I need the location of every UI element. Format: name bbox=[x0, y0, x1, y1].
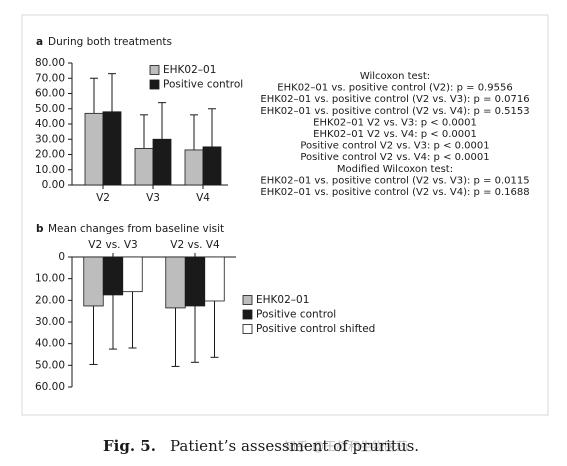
legend-swatch bbox=[149, 65, 160, 75]
x-tick-label: V2 vs. V4 bbox=[170, 239, 220, 251]
x-tick-label: V2 vs. V3 bbox=[88, 239, 137, 251]
y-tick-label: 10.00 bbox=[35, 273, 65, 285]
legend-swatch bbox=[242, 324, 253, 334]
y-tick-label: 50.00 bbox=[35, 103, 65, 115]
y-tick-label: 30.00 bbox=[35, 133, 65, 145]
bar bbox=[102, 256, 124, 296]
bar bbox=[184, 149, 204, 186]
y-tick-label: 20.00 bbox=[35, 149, 65, 161]
legend-swatch bbox=[149, 79, 160, 90]
y-tick-label: 60.00 bbox=[35, 88, 65, 100]
y-tick-label: 70.00 bbox=[35, 72, 65, 84]
panel-label: a bbox=[36, 36, 43, 48]
legend-label: EHK02–01 bbox=[256, 294, 309, 306]
y-tick-label: 0 bbox=[58, 251, 65, 263]
annotation: EHK02–01 vs. positive control (V2): p = … bbox=[277, 83, 512, 94]
x-tick-label: V4 bbox=[196, 192, 210, 204]
legend-label: Positive control shifted bbox=[256, 323, 375, 335]
y-tick-label: 80.00 bbox=[35, 57, 65, 69]
legend-label: Positive control bbox=[256, 309, 336, 321]
annotation: EHK02–01 V2 vs. V4: p < 0.0001 bbox=[313, 129, 477, 140]
y-tick-label: 60.00 bbox=[35, 381, 65, 393]
watermark: 知乎 @王叔和生物医药 bbox=[284, 440, 408, 454]
annotation: EHK02–01 vs. positive control (V2 vs. V4… bbox=[260, 106, 529, 117]
caption-label: Fig. 5. bbox=[103, 437, 156, 455]
annotation: EHK02–01 vs. positive control (V2 vs. V3… bbox=[260, 94, 529, 105]
legend-swatch bbox=[242, 295, 253, 305]
annotation: EHK02–01 V2 vs. V3: p < 0.0001 bbox=[313, 117, 477, 128]
panel-frame bbox=[21, 14, 549, 416]
annotation: Wilcoxon test: bbox=[360, 71, 430, 82]
bar bbox=[152, 138, 172, 186]
chart-title: Mean changes from baseline visit bbox=[48, 223, 224, 235]
y-tick-label: 30.00 bbox=[35, 316, 65, 328]
legend-label: EHK02–01 bbox=[163, 64, 216, 76]
legend-label: Positive control bbox=[163, 79, 243, 91]
bar bbox=[202, 146, 222, 186]
y-tick-label: 40.00 bbox=[35, 118, 65, 130]
bar bbox=[184, 256, 206, 307]
y-tick-label: 50.00 bbox=[35, 359, 65, 371]
y-tick-label: 10.00 bbox=[35, 164, 65, 176]
bar bbox=[122, 256, 143, 293]
bar bbox=[102, 111, 122, 186]
bar bbox=[134, 147, 154, 186]
legend-swatch bbox=[242, 309, 253, 320]
caption-text: Patient’s assessment of pruritus. bbox=[170, 437, 419, 455]
annotation: Positive control V2 vs. V3: p < 0.0001 bbox=[300, 141, 489, 152]
panel-label: b bbox=[36, 223, 44, 235]
annotation: EHK02–01 vs. positive control (V2 vs. V3… bbox=[260, 175, 529, 186]
y-tick-label: 40.00 bbox=[35, 338, 65, 350]
y-tick-label: 0.00 bbox=[42, 179, 65, 191]
bar bbox=[204, 256, 225, 302]
bar bbox=[83, 256, 104, 307]
chart-title: During both treatments bbox=[48, 36, 172, 48]
annotation: EHK02–01 vs. positive control (V2 vs. V4… bbox=[260, 187, 529, 198]
annotation: Positive control V2 vs. V4: p < 0.0001 bbox=[300, 152, 489, 163]
x-tick-label: V2 bbox=[96, 192, 110, 204]
bar bbox=[165, 256, 186, 309]
x-tick-label: V3 bbox=[146, 192, 160, 204]
annotation: Modified Wilcoxon test: bbox=[337, 164, 453, 175]
y-tick-label: 20.00 bbox=[35, 294, 65, 306]
bar bbox=[84, 112, 104, 186]
